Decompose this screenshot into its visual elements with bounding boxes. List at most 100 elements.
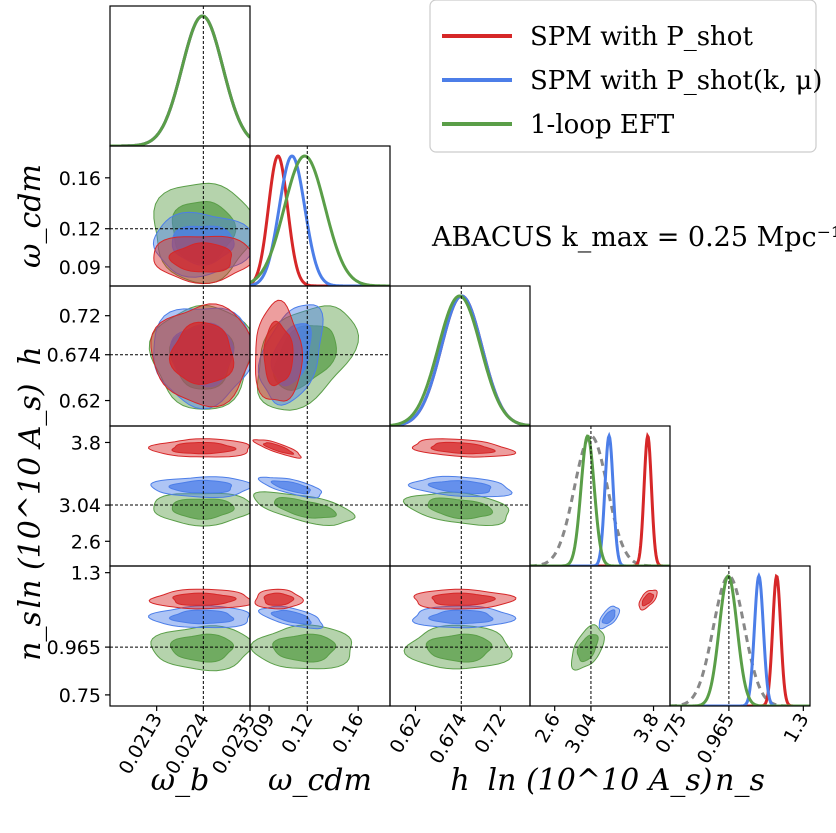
contour-1sigma-eft (427, 497, 494, 520)
contour-1sigma-eft (425, 633, 493, 663)
panel-n_s-n_s (669, 565, 811, 707)
panel-frame (249, 145, 391, 287)
x-axis-label-omega_b: ω_b (151, 763, 210, 798)
panel-omega_b-omega_b (109, 5, 251, 147)
panel-frame (389, 285, 531, 427)
panel-content (250, 566, 390, 706)
legend-label-eft: 1-loop EFT (530, 110, 675, 140)
panel-content (390, 426, 530, 566)
legend-frame (429, 0, 817, 153)
y-tick-label: 3.04 (59, 495, 101, 517)
marginal-spm_pshot_kmu (250, 154, 390, 286)
x-tick-label: 0.62 (386, 710, 426, 758)
y-tick-label: 0.965 (47, 637, 101, 659)
contour-1sigma-spm_pshot (641, 592, 655, 607)
marginal-spm_pshot (390, 294, 530, 426)
x-tick-label: 1.3 (780, 710, 814, 747)
marginal-eft (250, 154, 390, 286)
x-tick-label: 0.16 (328, 710, 368, 758)
contour-1sigma-spm_pshot_kmu (270, 609, 312, 625)
marginal-spm_pshot (250, 154, 390, 286)
panel-content (110, 6, 250, 146)
panel-content (250, 146, 390, 286)
contour-1sigma-spm_pshot (171, 442, 237, 455)
panel-h-omega_cdm (249, 285, 391, 427)
contour-1sigma-spm_pshot (431, 592, 496, 606)
y-tick-label: 0.09 (59, 257, 101, 279)
panel-content (250, 426, 390, 566)
y-tick-label: 0.12 (59, 219, 101, 241)
contour-1sigma-spm_pshot (263, 592, 295, 606)
marginal-spm_pshot_kmu (390, 294, 530, 426)
contour-1sigma-eft (272, 633, 337, 663)
y-axis-label-ln10As: ln (10^10 A_s) (13, 384, 48, 609)
legend-label-spm-pshot: SPM with P_shot (530, 22, 753, 52)
contour-1sigma-spm_pshot_kmu (427, 480, 492, 495)
panel-ln10As-omega_cdm (249, 425, 391, 567)
x-axis-label-n_s: n_s (715, 763, 765, 798)
panel-h-omega_b (109, 285, 251, 427)
contour-1sigma-eft (576, 634, 599, 663)
panel-content (250, 286, 390, 426)
panel-h-h (389, 285, 531, 427)
x-tick-label: 3.04 (561, 710, 601, 758)
contour-1sigma-spm_pshot (168, 242, 233, 273)
contour-1sigma-spm_pshot (172, 592, 237, 606)
legend: SPM with P_shot SPM with P_shot(k, μ) 1-… (429, 0, 822, 153)
marginal-spm_pshot (670, 573, 810, 706)
panel-content (390, 566, 530, 706)
y-tick-label: 0.62 (59, 391, 101, 413)
x-axis-label-omega_cdm: ω_cdm (268, 763, 372, 798)
panel-ln10As-ln10As (529, 425, 671, 567)
panel-content (110, 146, 250, 286)
panel-content (110, 426, 250, 566)
panel-omega_cdm-omega_b (109, 145, 251, 287)
y-tick-label: 2.6 (71, 531, 101, 553)
marginal-eft (670, 574, 810, 706)
y-axis-label-omega_cdm: ω_cdm (13, 164, 48, 268)
marginal-eft (530, 434, 670, 566)
contour-1sigma-spm_pshot_kmu (168, 609, 235, 625)
contour-1sigma-spm_pshot_kmu (601, 609, 616, 625)
panel-ln10As-h (389, 425, 531, 567)
contour-1sigma-spm_pshot (430, 441, 496, 455)
kmax-annotation: ABACUS k_max = 0.25 Mpc⁻¹ h (431, 222, 836, 253)
panel-content (110, 286, 250, 426)
y-axis-label-n_s: n_s (13, 611, 48, 661)
panel-content (670, 566, 810, 706)
contour-1sigma-eft (170, 633, 235, 663)
contour-1sigma-eft (171, 498, 235, 520)
panel-n_s-omega_cdm (249, 565, 391, 707)
x-tick-label: 0.75 (651, 710, 691, 758)
contour-1sigma-spm_pshot (262, 442, 295, 455)
x-axis-label-h: h (450, 763, 469, 798)
panel-content (530, 566, 670, 706)
marginal-spm_pshot (530, 431, 670, 566)
panel-content (390, 286, 530, 426)
y-tick-label: 0.75 (59, 685, 101, 707)
panel-ln10As-omega_b (109, 425, 251, 567)
panel-content (110, 566, 250, 706)
panel-frame (669, 565, 811, 707)
y-axis-label-h: h (13, 346, 48, 365)
contour-1sigma-spm_pshot_kmu (270, 480, 311, 495)
y-tick-label: 0.72 (59, 306, 101, 328)
panel-n_s-omega_b (109, 565, 251, 707)
x-tick-label: 0.12 (277, 710, 317, 758)
panel-omega_cdm-omega_cdm (249, 145, 391, 287)
y-tick-label: 0.16 (59, 168, 101, 190)
x-axis-label-ln10As: ln (10^10 A_s) (488, 763, 713, 798)
x-tick-label: 0.965 (693, 710, 739, 768)
x-tick-label: 0.72 (470, 710, 510, 758)
marginal-spm_pshot_kmu (530, 431, 670, 566)
x-tick-label: 2.6 (531, 710, 565, 747)
contour-1sigma-spm_pshot_kmu (168, 479, 233, 494)
marginal-eft (390, 294, 530, 426)
panel-n_s-h (389, 565, 531, 707)
marginal-eft (110, 14, 250, 146)
y-tick-label: 1.3 (71, 563, 101, 585)
y-tick-label: 0.674 (47, 345, 101, 367)
contour-1sigma-spm_pshot (263, 320, 294, 387)
x-tick-label: 0.674 (425, 710, 471, 768)
